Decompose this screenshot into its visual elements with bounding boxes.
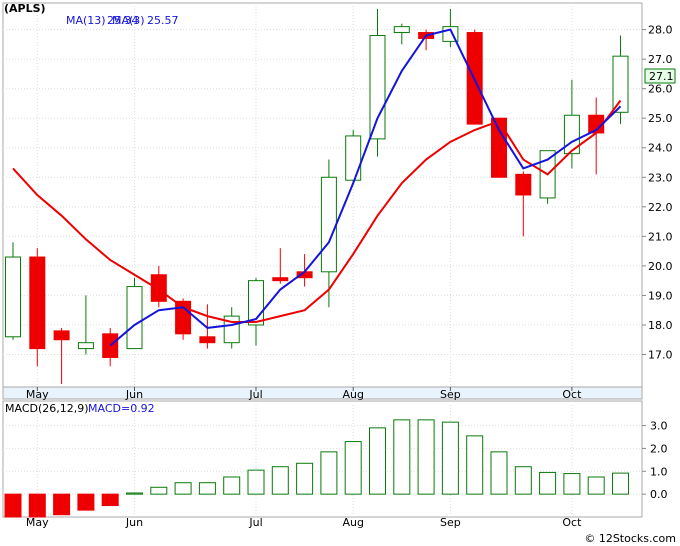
- macd-bar-positive: [296, 462, 314, 495]
- macd-bar-positive: [490, 451, 508, 495]
- candle-down: [29, 256, 46, 350]
- macd-bar-positive: [198, 482, 216, 495]
- macd-bar-negative: [77, 493, 95, 511]
- candle-up: [345, 135, 362, 181]
- candle-down: [53, 330, 70, 341]
- price-x-tick-label: Jun: [125, 388, 143, 401]
- ticker-label: (APLS): [4, 2, 46, 15]
- macd-x-tick-label: Aug: [342, 516, 363, 529]
- macd-x-tick-label: Oct: [562, 516, 582, 529]
- macd-y-tick-label: 2.0: [650, 442, 668, 455]
- macd-bar-positive: [417, 419, 435, 495]
- macd-bar-positive: [223, 476, 241, 495]
- price-y-tick-label: 21.0: [648, 230, 673, 243]
- price-y-tick-label: 20.0: [648, 260, 673, 273]
- candle-up: [126, 286, 143, 350]
- macd-bar-positive: [174, 482, 192, 495]
- macd-bar-negative: [101, 493, 119, 507]
- macd-x-tick-label: May: [26, 516, 49, 529]
- price-y-tick-label: 18.0: [648, 319, 673, 332]
- ma13-legend-value: 25.34: [107, 14, 139, 27]
- macd-bars: [4, 419, 629, 518]
- price-y-tick-label: 22.0: [648, 201, 673, 214]
- price-y-tick-label: 24.0: [648, 142, 673, 155]
- price-y-tick-label: 27.0: [648, 53, 673, 66]
- ma13-line: [109, 28, 622, 347]
- macd-bar-positive: [369, 427, 386, 495]
- macd-x-tick-label: Sep: [440, 516, 461, 529]
- macd-bar-negative: [53, 493, 71, 516]
- macd-bar-positive: [344, 441, 362, 495]
- price-x-tick-label: May: [26, 388, 49, 401]
- macd-bar-positive: [514, 466, 532, 495]
- macd-legend-label: MACD(26,12,9): [5, 402, 89, 415]
- price-x-tick-label: Jul: [248, 388, 262, 401]
- candle-down: [515, 173, 532, 196]
- price-candles: [5, 8, 629, 385]
- candle-up: [320, 176, 337, 273]
- macd-bar-positive: [466, 435, 484, 495]
- price-x-tick-label: Sep: [440, 388, 461, 401]
- macd-bar-positive: [563, 473, 581, 495]
- candle-down: [150, 274, 167, 302]
- macd-y-tick-label: 0.0: [650, 488, 668, 501]
- macd-x-axis: May Jun Jul Aug Sep Oct: [26, 516, 582, 529]
- price-x-axis: May Jun Jul Aug Sep Oct: [2, 386, 643, 401]
- ma3-line: [12, 99, 622, 324]
- macd-bar-positive: [587, 476, 605, 495]
- price-x-tick-label: Aug: [342, 388, 363, 401]
- price-y-axis: 17.0 18.0 19.0 20.0 21.0 22.0 23.0 24.0 25.0 26.0…: [642, 24, 673, 362]
- watermark: © 12Stocks.com: [584, 532, 676, 545]
- candle-up: [5, 256, 21, 338]
- candle-down: [272, 277, 289, 282]
- macd-bar-positive: [271, 466, 289, 495]
- ma3-legend-value: 25.57: [147, 14, 179, 27]
- macd-bar-positive: [612, 472, 629, 495]
- macd-bar-positive: [441, 421, 459, 495]
- macd-y-tick-label: 1.0: [650, 465, 668, 478]
- price-x-tick-label: Oct: [562, 388, 582, 401]
- macd-x-tick-label: Jul: [248, 516, 262, 529]
- price-x-axis-strip: [2, 386, 643, 400]
- price-y-tick-label: 28.0: [648, 24, 673, 37]
- macd-bar-positive: [247, 469, 265, 495]
- macd-y-tick-label: 3.0: [650, 420, 668, 433]
- macd-bar-positive: [539, 471, 557, 495]
- candle-up: [612, 55, 629, 113]
- macd-bar-negative: [28, 493, 46, 518]
- price-y-tick-label: 26.0: [648, 83, 673, 96]
- ma13-legend-label: MA(13): [66, 14, 106, 27]
- price-y-tick-label: 25.0: [648, 112, 673, 125]
- macd-y-axis: 0.0 1.0 2.0 3.0: [642, 420, 668, 501]
- macd-bar-positive: [320, 451, 338, 495]
- macd-x-tick-label: Jun: [125, 516, 143, 529]
- price-y-tick-label: 23.0: [648, 171, 673, 184]
- macd-bar-negative: [4, 493, 22, 518]
- candle-up: [77, 342, 94, 350]
- last-price-tag: 27.1: [649, 70, 674, 83]
- macd-legend-value: MACD=0.92: [88, 402, 155, 415]
- candle-down: [102, 333, 119, 358]
- ma3-legend-label: MA(3): [112, 14, 145, 27]
- candle-down: [491, 117, 507, 178]
- moving-averages: [12, 28, 622, 347]
- candle-down: [199, 336, 216, 344]
- candle-up: [369, 34, 386, 140]
- price-y-tick-label: 19.0: [648, 289, 673, 302]
- macd-bar-positive: [150, 486, 168, 495]
- last-price-tag-box: [644, 68, 676, 84]
- macd-bar-positive: [126, 492, 143, 495]
- macd-bar-positive: [393, 419, 411, 495]
- candle-up: [393, 26, 410, 34]
- macd-grid: [3, 405, 642, 517]
- price-y-tick-label: 17.0: [648, 349, 673, 362]
